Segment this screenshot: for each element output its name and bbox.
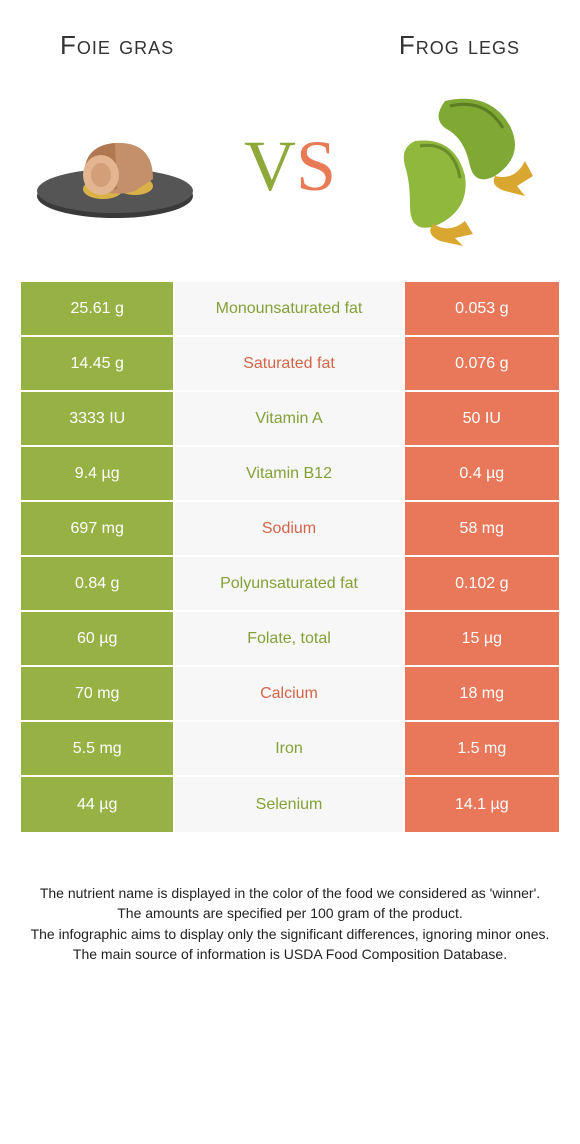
footer-notes: The nutrient name is displayed in the co… bbox=[0, 833, 580, 964]
footer-line: The infographic aims to display only the… bbox=[30, 924, 550, 944]
nutrient-label: Folate, total bbox=[175, 612, 404, 665]
vs-label: VS bbox=[244, 125, 336, 208]
value-right: 0.102 g bbox=[405, 557, 559, 610]
value-right: 15 µg bbox=[405, 612, 559, 665]
value-left: 5.5 mg bbox=[21, 722, 175, 775]
nutrient-label: Monounsaturated fat bbox=[175, 282, 404, 335]
table-row: 14.45 gSaturated fat0.076 g bbox=[21, 337, 559, 392]
nutrient-label: Vitamin A bbox=[175, 392, 404, 445]
table-row: 44 µgSelenium14.1 µg bbox=[21, 777, 559, 832]
value-right: 18 mg bbox=[405, 667, 559, 720]
vs-v: V bbox=[244, 126, 296, 206]
value-right: 1.5 mg bbox=[405, 722, 559, 775]
table-row: 60 µgFolate, total15 µg bbox=[21, 612, 559, 667]
nutrient-label: Sodium bbox=[175, 502, 404, 555]
title-right: Frog legs bbox=[399, 30, 520, 61]
frog-legs-image bbox=[375, 96, 555, 236]
nutrient-label: Saturated fat bbox=[175, 337, 404, 390]
nutrient-label: Calcium bbox=[175, 667, 404, 720]
value-right: 50 IU bbox=[405, 392, 559, 445]
table-row: 9.4 µgVitamin B120.4 µg bbox=[21, 447, 559, 502]
value-left: 25.61 g bbox=[21, 282, 175, 335]
value-left: 697 mg bbox=[21, 502, 175, 555]
nutrient-label: Polyunsaturated fat bbox=[175, 557, 404, 610]
header-titles: Foie gras Frog legs bbox=[0, 0, 580, 61]
value-left: 14.45 g bbox=[21, 337, 175, 390]
value-left: 44 µg bbox=[21, 777, 175, 832]
table-row: 70 mgCalcium18 mg bbox=[21, 667, 559, 722]
images-row: VS bbox=[0, 61, 580, 281]
nutrient-label: Selenium bbox=[175, 777, 404, 832]
table-row: 697 mgSodium58 mg bbox=[21, 502, 559, 557]
table-row: 3333 IUVitamin A50 IU bbox=[21, 392, 559, 447]
table-row: 0.84 gPolyunsaturated fat0.102 g bbox=[21, 557, 559, 612]
nutrient-table: 25.61 gMonounsaturated fat0.053 g14.45 g… bbox=[20, 281, 560, 833]
value-right: 0.053 g bbox=[405, 282, 559, 335]
value-left: 9.4 µg bbox=[21, 447, 175, 500]
nutrient-label: Vitamin B12 bbox=[175, 447, 404, 500]
value-left: 3333 IU bbox=[21, 392, 175, 445]
value-left: 0.84 g bbox=[21, 557, 175, 610]
table-row: 25.61 gMonounsaturated fat0.053 g bbox=[21, 282, 559, 337]
footer-line: The main source of information is USDA F… bbox=[30, 944, 550, 964]
value-right: 14.1 µg bbox=[405, 777, 559, 832]
footer-line: The amounts are specified per 100 gram o… bbox=[30, 903, 550, 923]
nutrient-label: Iron bbox=[175, 722, 404, 775]
table-row: 5.5 mgIron1.5 mg bbox=[21, 722, 559, 777]
value-right: 58 mg bbox=[405, 502, 559, 555]
title-left: Foie gras bbox=[60, 30, 174, 61]
value-left: 60 µg bbox=[21, 612, 175, 665]
vs-s: S bbox=[296, 126, 336, 206]
value-right: 0.076 g bbox=[405, 337, 559, 390]
footer-line: The nutrient name is displayed in the co… bbox=[30, 883, 550, 903]
value-left: 70 mg bbox=[21, 667, 175, 720]
value-right: 0.4 µg bbox=[405, 447, 559, 500]
foie-gras-image bbox=[25, 96, 205, 236]
